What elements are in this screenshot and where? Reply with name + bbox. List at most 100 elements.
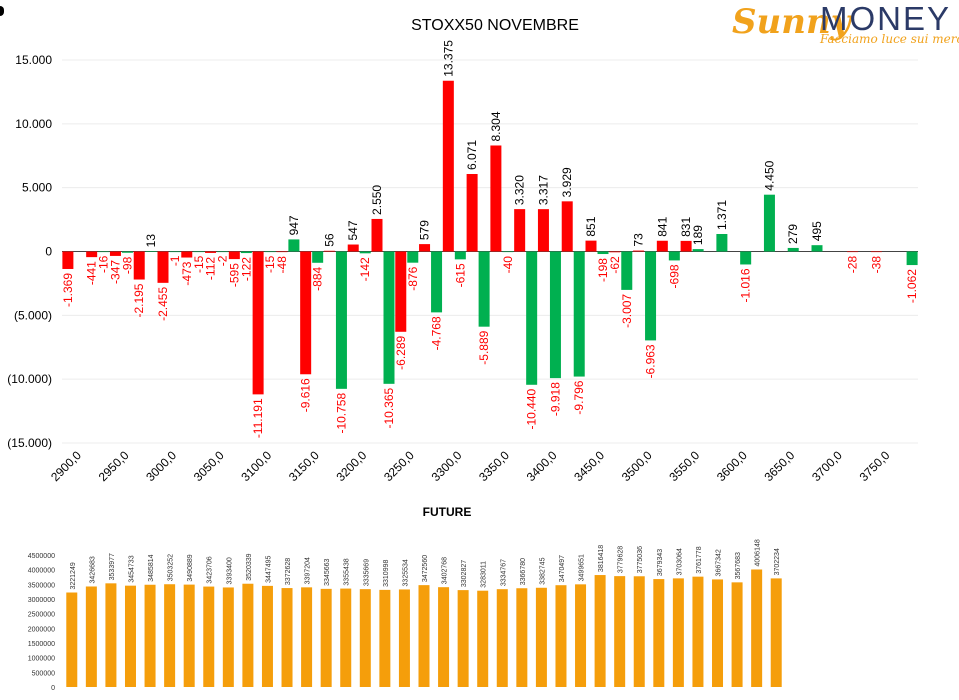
future-bar-label: 3302827	[461, 560, 468, 587]
bar-value-label: -6.289	[394, 335, 408, 369]
future-bar	[379, 589, 391, 687]
bar-value-label: 547	[346, 220, 360, 240]
x-tick-label: 3550,0	[666, 448, 702, 484]
future-bar	[731, 582, 743, 687]
future-bar-label: 3567683	[735, 552, 742, 579]
future-y-tick-label: 3500000	[28, 582, 55, 589]
x-tick-label: 2900,0	[48, 448, 84, 484]
future-bar	[301, 587, 313, 687]
future-bar	[85, 586, 97, 687]
future-bar-label: 3520339	[246, 553, 253, 580]
future-bar-label: 3816418	[598, 545, 605, 572]
logo-tagline: Facciamo luce sui mercati	[820, 32, 959, 46]
green-bar	[502, 251, 514, 253]
green-bar	[454, 251, 466, 260]
y-tick-label: 15.000	[15, 53, 52, 67]
bar-value-label: 3.929	[560, 167, 574, 197]
bar-value-label: -698	[667, 264, 681, 288]
future-bar	[418, 585, 430, 687]
red-bar	[323, 250, 335, 252]
green-bar	[645, 251, 657, 341]
green-bar	[407, 251, 419, 263]
bar-value-label: 13.375	[441, 40, 455, 77]
corner-mark	[0, 6, 4, 16]
future-bar-label: 3447495	[265, 556, 272, 583]
bar-value-label: -98	[120, 256, 134, 274]
green-bar	[312, 251, 324, 263]
future-bar-label: 3393400	[226, 557, 233, 584]
bar-value-label: -884	[311, 266, 325, 290]
bar-value-label: -142	[358, 257, 372, 281]
bar-value-label: -11.191	[251, 398, 265, 438]
future-bar	[614, 576, 626, 687]
green-bar	[431, 251, 443, 313]
future-bar	[751, 569, 763, 687]
x-tick-label: 3250,0	[381, 448, 417, 484]
red-bar	[490, 145, 502, 252]
future-y-tick-label: 4500000	[28, 553, 55, 560]
future-bar-label: 3366780	[520, 558, 527, 585]
red-bar	[585, 240, 597, 252]
future-bar-label: 3335669	[363, 559, 370, 586]
green-bar	[526, 251, 538, 385]
logo-brand-sunny: Sunny	[732, 2, 851, 42]
red-bar	[86, 251, 98, 258]
bar-value-label: 13	[144, 234, 158, 248]
red-bar	[276, 251, 288, 253]
bar-value-label: 3.320	[513, 175, 527, 205]
y-tick-label: (15.000)	[7, 436, 52, 450]
green-bar	[787, 247, 799, 252]
future-bar-label: 3345663	[324, 559, 331, 586]
bar-value-label: -16	[97, 255, 111, 273]
red-bar	[609, 251, 621, 253]
future-bar-label: 3334767	[500, 559, 507, 586]
bar-value-label: 8.304	[489, 111, 503, 141]
bar-value-label: 2.550	[370, 185, 384, 215]
future-bar	[105, 583, 117, 687]
bar-value-label: -28	[846, 256, 860, 274]
x-tick-label: 3200,0	[333, 448, 369, 484]
x-tick-label: 3450,0	[571, 448, 607, 484]
future-bar-label: 3283011	[481, 561, 488, 588]
future-bar	[438, 587, 450, 687]
red-bar	[252, 251, 264, 395]
future-bar-label: 3372628	[285, 558, 292, 585]
future-bar-label: 3402768	[442, 557, 449, 584]
future-y-tick-label: 1000000	[28, 656, 55, 663]
future-bar	[398, 589, 410, 687]
future-bar-label: 3533977	[109, 553, 116, 580]
future-y-tick-label: 2000000	[28, 626, 55, 633]
bar-value-label: 4.450	[762, 160, 776, 190]
future-bar-label: 3779628	[618, 546, 625, 573]
green-bar	[98, 251, 110, 253]
green-bar	[573, 251, 585, 377]
bar-value-label: -595	[227, 263, 241, 287]
bar-value-label: 279	[786, 224, 800, 244]
red-bar	[133, 251, 145, 280]
future-bar-label: 3355438	[344, 558, 351, 585]
future-bar	[457, 590, 469, 687]
sunny-money-logo: Sunny MONEY Facciamo luce sui mercati	[728, 0, 959, 48]
x-tick-label: 3050,0	[191, 448, 227, 484]
bar-value-label: -347	[108, 260, 122, 284]
red-bar	[347, 244, 359, 252]
future-bar	[555, 585, 567, 687]
y-tick-label: 5.000	[22, 181, 52, 195]
green-bar	[763, 194, 775, 252]
bar-value-label: 73	[632, 233, 646, 247]
bar-value-label: -10.758	[334, 393, 348, 434]
red-bar	[537, 209, 549, 252]
green-bar	[193, 251, 205, 253]
future-bar	[477, 590, 489, 687]
bar-value-label: 56	[322, 233, 336, 247]
red-bar	[109, 251, 121, 256]
future-bar	[516, 588, 528, 687]
bar-value-label: -112	[204, 257, 218, 280]
red-bar	[300, 251, 312, 375]
green-bar	[668, 251, 680, 261]
red-bar	[181, 251, 193, 258]
green-bar	[597, 251, 609, 255]
red-bar	[419, 244, 431, 252]
future-bar-label: 3703064	[676, 548, 683, 575]
red-bar	[228, 251, 240, 260]
